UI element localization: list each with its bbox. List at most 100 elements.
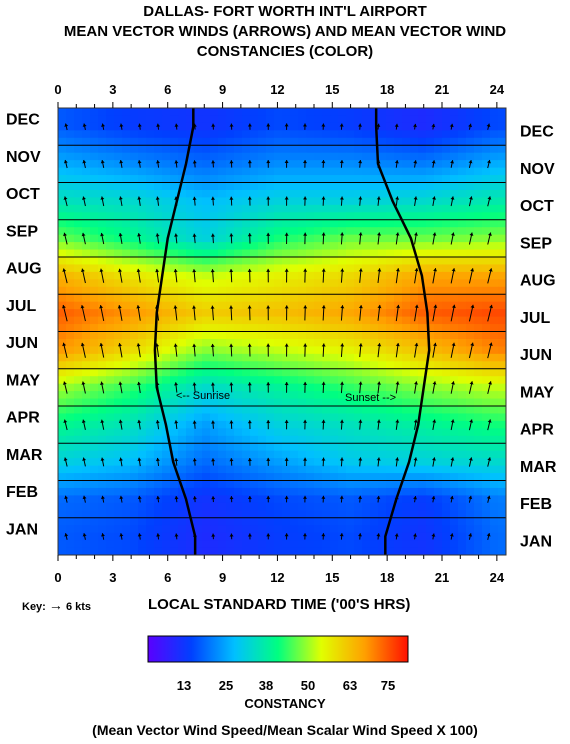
heatmap-cell [154,227,163,236]
heatmap-cell [274,279,283,288]
heatmap-cell [330,167,339,176]
heatmap-cell [322,517,331,526]
heatmap-cell [266,450,275,459]
heatmap-cell [474,540,483,549]
heatmap-cell [122,219,131,228]
heatmap-cell [266,108,275,117]
heatmap-cell [106,361,115,370]
heatmap-cell [362,480,371,489]
wind-arrowhead [284,268,289,272]
heatmap-cell [74,443,83,452]
heatmap-cell [202,175,211,184]
heatmap-cell [274,301,283,310]
heatmap-cell [90,443,99,452]
heatmap-cell [218,264,227,273]
heatmap-cell [266,517,275,526]
wind-arrowhead [433,268,438,272]
heatmap-cell [250,435,259,444]
heatmap-cell [274,346,283,355]
heatmap-cell [250,122,259,131]
heatmap-cell [498,487,506,496]
heatmap-cell [250,212,259,221]
heatmap-cell [194,495,203,504]
heatmap-cell [234,279,243,288]
heatmap-cell [346,435,355,444]
heatmap-cell [178,532,187,541]
heatmap-cell [258,145,267,154]
heatmap-cell [178,249,187,258]
heatmap-cell [378,145,387,154]
heatmap-cell [442,435,451,444]
heatmap-cell [394,383,403,392]
heatmap-cell [106,257,115,266]
heatmap-cell [186,189,195,198]
wind-arrowhead [340,305,345,309]
heatmap-cell [122,182,131,191]
heatmap-cell [386,122,395,131]
heatmap-cell [378,286,387,295]
heatmap-cell [322,264,331,273]
heatmap-cell [202,338,211,347]
heatmap-cell [98,353,107,362]
heatmap-cell [418,160,427,169]
heatmap-cell [490,197,499,206]
heatmap-cell [442,450,451,459]
heatmap-cell [322,316,331,325]
heatmap-cell [122,175,131,184]
heatmap-cell [442,525,451,534]
heatmap-cell [426,264,435,273]
heatmap-cell [298,480,307,489]
heatmap-cell [154,435,163,444]
heatmap-cell [218,532,227,541]
heatmap-cell [338,502,347,511]
heatmap-cell [482,547,491,555]
heatmap-cell [186,338,195,347]
heatmap-cell [266,540,275,549]
heatmap-cell [146,353,155,362]
heatmap-cell [410,115,419,124]
heatmap-cell [138,398,147,407]
heatmap-cell [434,167,443,176]
heatmap-cell [98,443,107,452]
heatmap-cell [474,443,483,452]
heatmap-cell [130,346,139,355]
heatmap-cell [154,450,163,459]
heatmap-cell [242,152,251,161]
heatmap-cell [250,346,259,355]
heatmap-cell [194,368,203,377]
wind-arrowhead [211,196,216,200]
heatmap-cell [146,487,155,496]
heatmap-cell [314,271,323,280]
heatmap-cell [58,338,67,347]
wind-arrowhead [174,123,179,127]
heatmap-cell [66,271,75,280]
heatmap-cell [178,212,187,221]
wind-arrowhead [303,160,308,164]
heatmap-cell [74,257,83,266]
heatmap-cell [138,160,147,169]
heatmap-cell [66,249,75,258]
wind-arrowhead [377,232,382,236]
heatmap-cell [266,502,275,511]
heatmap-cell [242,435,251,444]
heatmap-cell [466,435,475,444]
heatmap-cell [298,167,307,176]
heatmap-cell [170,473,179,482]
heatmap-cell [338,115,347,124]
heatmap-cell [162,413,171,422]
key-value: 6 kts [65,601,92,613]
heatmap-cell [442,301,451,310]
heatmap-cell [234,130,243,139]
wind-arrowhead [247,533,252,537]
heatmap-cell [138,197,147,206]
heatmap-cell [66,264,75,273]
heatmap-cell [114,383,123,392]
heatmap-cell [338,391,347,400]
wind-arrowhead [63,196,68,200]
heatmap-cell [178,465,187,474]
wind-arrowhead [470,268,475,272]
heatmap-cell [370,122,379,131]
heatmap-cell [114,309,123,318]
heatmap-cell [386,361,395,370]
month-label-right: APR [520,422,554,439]
